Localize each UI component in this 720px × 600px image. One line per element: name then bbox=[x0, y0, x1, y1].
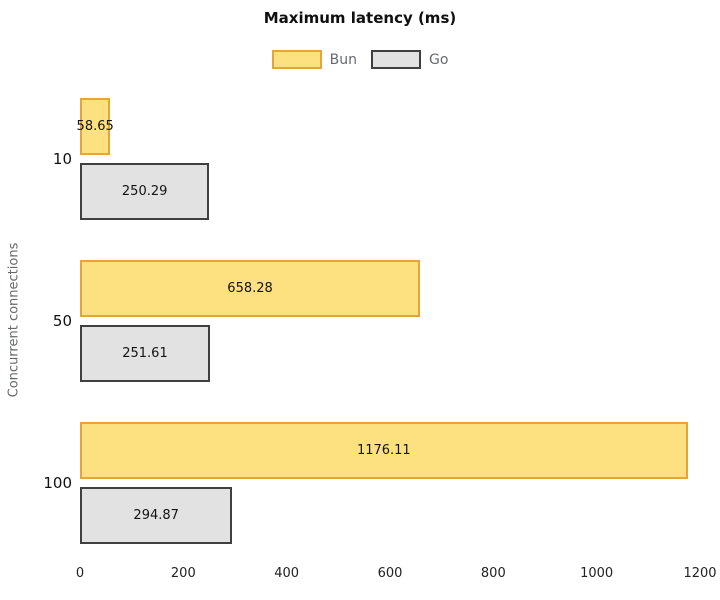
bar-go-100: 294.87 bbox=[80, 487, 233, 544]
bar-value-label: 294.87 bbox=[133, 508, 179, 523]
y-axis-title: Concurrent connections bbox=[6, 242, 22, 398]
bar-value-label: 58.65 bbox=[76, 119, 114, 134]
legend-swatch-go bbox=[370, 50, 421, 69]
legend-label: Go bbox=[428, 51, 449, 68]
x-tick-label: 400 bbox=[274, 566, 300, 581]
x-axis: 0 200 400 600 800 1000 1200 bbox=[76, 566, 717, 586]
x-tick-label: 0 bbox=[75, 566, 85, 581]
bar-bun-50: 658.28 bbox=[80, 260, 421, 317]
x-tick-label: 200 bbox=[170, 566, 196, 581]
bar-go-50: 251.61 bbox=[80, 325, 210, 382]
legend-item-go: Go bbox=[370, 50, 449, 69]
category-label: 100 bbox=[43, 474, 72, 492]
bar-value-label: 658.28 bbox=[227, 281, 273, 296]
bar-value-label: 250.29 bbox=[121, 184, 168, 199]
bar-go-10: 250.29 bbox=[80, 163, 210, 220]
bar-bun-100: 1176.11 bbox=[80, 422, 688, 479]
x-tick-label: 1200 bbox=[683, 566, 717, 581]
x-tick-label: 800 bbox=[480, 566, 506, 581]
bar-value-label: 1176.11 bbox=[356, 443, 411, 458]
bar-bun-10: 58.65 bbox=[77, 98, 114, 155]
bar-value-label: 251.61 bbox=[122, 346, 168, 361]
x-tick-label: 1000 bbox=[580, 566, 614, 581]
category-label: 50 bbox=[52, 312, 72, 330]
legend: Bun Go bbox=[0, 50, 720, 69]
category-label: 10 bbox=[52, 150, 72, 168]
plot-area: 10 58.65 250.29 50 658.28 251.61 100 1176.11 294… bbox=[43, 98, 700, 544]
legend-item-bun: Bun bbox=[271, 50, 357, 69]
legend-label: Bun bbox=[329, 51, 357, 68]
legend-swatch-bun bbox=[271, 50, 322, 69]
x-tick-label: 600 bbox=[377, 566, 403, 581]
chart-title: Maximum latency (ms) bbox=[263, 9, 457, 27]
